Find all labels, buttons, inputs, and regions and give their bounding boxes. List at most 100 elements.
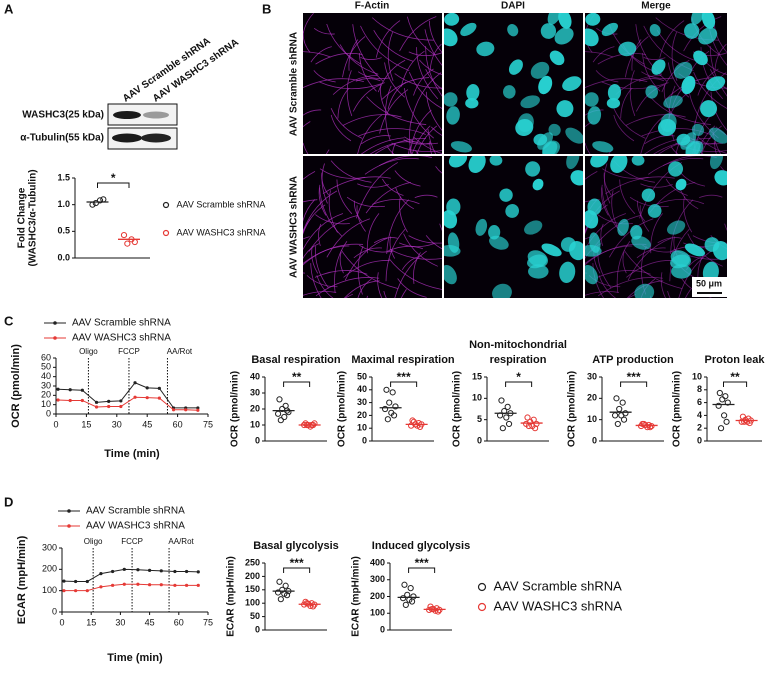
actin-fiber (608, 149, 613, 154)
data-point (722, 393, 729, 400)
significance-label: *** (290, 556, 304, 570)
actin-fiber (609, 218, 654, 258)
actin-fiber (598, 275, 617, 298)
actin-fiber (315, 214, 350, 225)
actin-fiber (325, 149, 330, 154)
actin-fiber (319, 81, 385, 90)
nucleus (489, 156, 503, 166)
actin-fiber (303, 190, 338, 233)
legend-swatch (67, 524, 71, 528)
actin-fiber (383, 290, 387, 298)
nucleus (670, 254, 690, 269)
data-point (124, 240, 131, 247)
actin-fiber (339, 44, 379, 75)
y-tick-label: 200 (245, 571, 260, 581)
actin-fiber (424, 29, 442, 66)
actin-fiber (394, 170, 421, 187)
blot-row-label: α-Tubulin(55 kDa) (20, 133, 104, 144)
actin-fiber (613, 114, 635, 142)
actin-fiber (650, 295, 652, 298)
data-point (303, 600, 310, 607)
data-point (399, 595, 407, 602)
actin-fiber (315, 277, 380, 297)
legend-swatch (477, 582, 487, 592)
nucleus (680, 132, 697, 150)
y-axis-label: OCR (pmol/min) (230, 371, 241, 447)
y-axis-label: ECAR (mpH/min) (16, 535, 28, 624)
data-point (611, 412, 619, 419)
actin-fiber (409, 120, 412, 154)
nucleus (499, 188, 513, 202)
significance-bracket (408, 567, 436, 573)
data-point (92, 199, 99, 207)
actin-fiber (321, 172, 329, 196)
actin-fiber (318, 184, 327, 216)
x-tick-label: 75 (203, 419, 213, 429)
chart-title: ATP production (592, 354, 674, 366)
actin-fiber (303, 243, 364, 264)
actin-fiber (660, 272, 666, 298)
nucleus (476, 41, 495, 57)
y-tick-label: 10 (587, 414, 597, 424)
nucleus (587, 106, 602, 125)
nucleus (649, 24, 661, 37)
nucleus (542, 141, 558, 154)
actin-fiber (326, 218, 370, 258)
data-point (62, 579, 66, 583)
nucleus (548, 123, 561, 136)
actin-fiber (336, 179, 353, 215)
y-tick-label: 400 (370, 557, 385, 567)
y-tick-label: 20 (357, 410, 367, 420)
actin-fiber (636, 247, 666, 259)
nucleus (657, 118, 677, 137)
condition-label: AAV WASHC3 shRNA (289, 176, 300, 278)
nucleus (663, 95, 683, 109)
blot-band (112, 133, 142, 143)
nucleus (450, 141, 472, 153)
data-point (148, 583, 152, 587)
data-point (505, 420, 513, 428)
actin-fiber (355, 162, 398, 219)
data-point (94, 405, 99, 409)
y-tick-label: 30 (250, 387, 260, 397)
y-tick-label: 30 (587, 371, 597, 381)
actin-fiber (386, 199, 409, 255)
actin-fiber (631, 39, 642, 71)
data-line (63, 568, 199, 582)
actin-fiber (360, 56, 382, 60)
actin-fiber (303, 204, 326, 235)
actin-fiber (397, 278, 427, 298)
nucleus (606, 98, 621, 109)
nucleus (503, 85, 516, 99)
actin-fiber (303, 291, 337, 296)
actin-fiber (404, 136, 439, 145)
nucleus (527, 254, 547, 269)
actin-fiber (623, 250, 683, 290)
nucleus (525, 161, 541, 177)
data-line (58, 382, 198, 409)
actin-fiber (326, 23, 362, 65)
injection-label: Oligo (84, 537, 103, 546)
actin-fiber (411, 125, 431, 154)
actin-fiber (399, 16, 437, 52)
y-axis-label: (WASHC3/α-Tubulin) (28, 169, 39, 266)
y-tick-label: 300 (370, 574, 385, 584)
legend-label: AAV WASHC3 shRNA (86, 521, 185, 532)
data-point (389, 389, 396, 396)
data-point (531, 425, 539, 432)
data-point (276, 578, 283, 585)
chart-title: Proton leak (705, 354, 766, 366)
data-point (136, 568, 140, 572)
actin-fiber (357, 183, 389, 188)
legend-label: AAV Scramble shRNA (177, 199, 266, 209)
actin-fiber (313, 27, 335, 35)
data-point (504, 403, 511, 410)
legend-swatch (162, 229, 170, 237)
x-tick-label: 30 (112, 419, 122, 429)
significance-bracket (505, 381, 533, 387)
y-tick-label: 0.5 (57, 226, 70, 236)
data-point (80, 388, 84, 392)
micrograph (444, 13, 583, 154)
data-point (148, 568, 152, 573)
y-tick-label: 0 (380, 624, 385, 634)
